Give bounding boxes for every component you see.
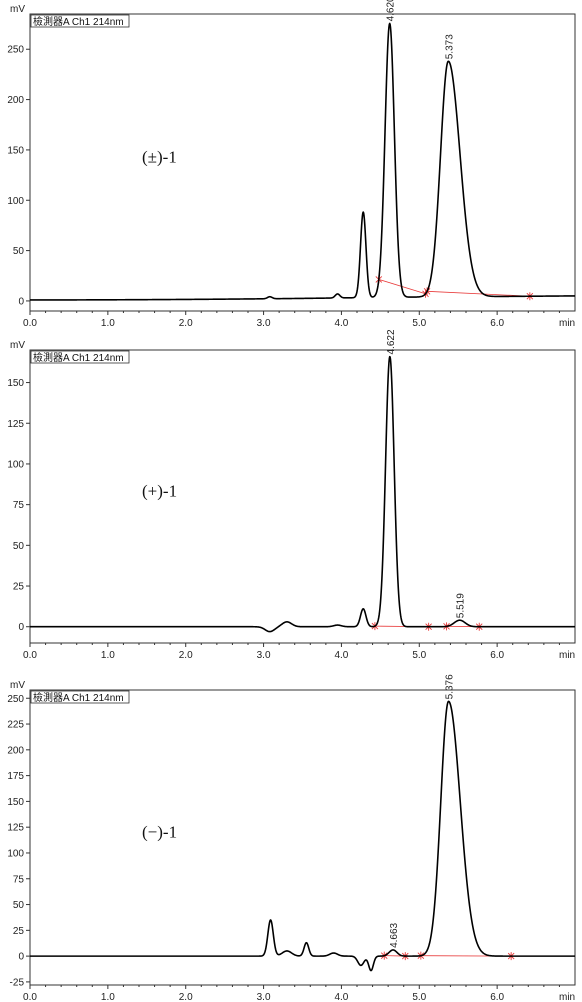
sample-label: (+)-1 [142,482,177,501]
x-tick-label: 1.0 [101,992,115,1002]
y-tick-label: 150 [7,145,24,156]
integration-baseline [427,290,530,297]
y-tick-label: 100 [7,459,24,470]
sample-label: (±)-1 [142,148,177,167]
y-unit-label: mV [10,340,25,351]
y-unit-label: mV [10,680,25,691]
x-tick-label: 6.0 [490,650,504,661]
x-tick-label: 3.0 [257,318,271,329]
detector-label: 檢測器A Ch1 214nm [33,15,124,28]
x-tick-label: 4.0 [334,650,348,661]
y-tick-label: 0 [18,952,24,963]
plot-frame [29,689,576,986]
x-tick-label: 2.0 [179,318,193,329]
y-tick-label: 125 [7,823,24,834]
x-tick-label: 4.0 [334,318,348,329]
x-tick-label: 5.0 [412,318,426,329]
chromatogram-trace [29,22,576,301]
detector-label: 檢測器A Ch1 214nm [33,351,124,364]
x-unit-label: min [559,992,575,1002]
x-tick-label: 2.0 [179,650,193,661]
x-tick-label: 1.0 [101,650,115,661]
y-tick-label: 100 [7,848,24,859]
detector-legend-box [30,14,130,28]
peak-rt-label: 4.620 [386,0,397,21]
y-tick-label: 200 [7,745,24,756]
y-tick-label: 175 [7,771,24,782]
x-tick-label: 0.0 [23,650,37,661]
x-tick-label: 4.0 [334,992,348,1002]
y-tick-label: 150 [7,797,24,808]
x-tick-label: 0.0 [23,318,37,329]
y-tick-label: 0 [18,622,24,633]
y-tick-label: 25 [13,582,25,593]
chromatogram-trace [29,355,576,633]
plot-frame [29,349,576,644]
chromatogram-panel-2: 0 25 50 75 100 125 150 0.0 1.0 2.0 3.0 4.0 5.0 6.0 mV m… [7,329,576,661]
y-tick-label: 75 [13,874,25,885]
y-tick-label: 250 [7,45,24,56]
peak-rt-label: 4.622 [386,329,397,354]
x-tick-label: 3.0 [257,650,271,661]
chromatogram-panel-3: -25 0 25 50 75 100 125 150 175 200 225 250 0.0 1.0 2.0… [7,674,576,1002]
sample-label: (−)-1 [142,823,177,842]
peak-rt-label: 5.376 [445,674,456,699]
y-tick-label: 125 [7,419,24,430]
y-tick-label: 250 [7,694,24,705]
chromatogram-trace [29,700,576,972]
plot-frame [29,13,576,312]
y-tick-label: -25 [10,977,25,988]
x-tick-label: 5.0 [412,650,426,661]
y-tick-label: 50 [13,246,25,257]
detector-label: 檢測器A Ch1 214nm [33,691,124,704]
x-unit-label: min [559,318,575,329]
y-tick-label: 75 [13,500,25,511]
y-tick-label: 0 [18,296,24,307]
x-tick-label: 1.0 [101,318,115,329]
y-tick-label: 150 [7,378,24,389]
y-tick-label: 100 [7,196,24,207]
peak-rt-label: 5.519 [456,593,467,618]
peak-rt-label: 4.663 [389,922,400,947]
y-tick-label: 50 [13,541,25,552]
peak-rt-label: 5.373 [444,34,455,59]
x-tick-label: 6.0 [490,992,504,1002]
chromatogram-panel-1: 0 50 100 150 200 250 0.0 1.0 2.0 3.0 4.0 5.0 6.0 mV mi… [7,0,576,329]
x-tick-label: 6.0 [490,318,504,329]
x-tick-label: 0.0 [23,992,37,1002]
y-tick-label: 200 [7,95,24,106]
x-tick-label: 5.0 [412,992,426,1002]
x-unit-label: min [559,650,575,661]
y-tick-label: 50 [13,900,25,911]
detector-legend-box [30,690,130,704]
y-tick-label: 225 [7,720,24,731]
x-tick-label: 2.0 [179,992,193,1002]
y-tick-label: 25 [13,926,25,937]
x-tick-label: 3.0 [257,992,271,1002]
detector-legend-box [30,350,130,364]
y-unit-label: mV [10,4,25,15]
